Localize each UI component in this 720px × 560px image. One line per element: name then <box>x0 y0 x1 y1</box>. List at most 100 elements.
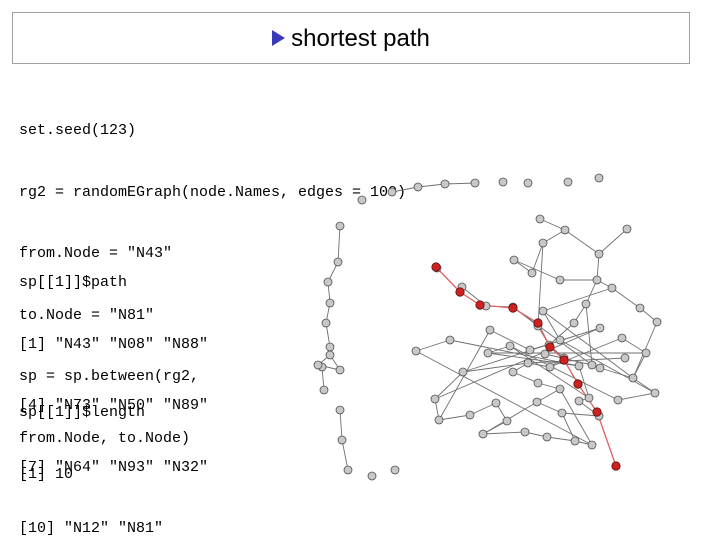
graph-edge <box>546 436 576 442</box>
graph-node <box>620 353 630 363</box>
graph-node <box>650 388 660 398</box>
graph-node <box>505 341 515 351</box>
graph-edge <box>561 412 600 417</box>
code-line: sp[[1]]$path <box>19 274 128 291</box>
graph-node <box>523 358 533 368</box>
graph-node <box>538 238 548 248</box>
graph-edge <box>512 306 593 366</box>
graph-node <box>470 178 480 188</box>
graph-edge <box>434 371 464 400</box>
graph-node <box>445 335 455 345</box>
graph-node <box>569 318 579 328</box>
graph-node <box>325 298 335 308</box>
code-block-path-output: sp[[1]]$path [1] "N43" "N08" "N88" [4] "… <box>19 232 208 560</box>
graph-edge <box>542 287 613 312</box>
graph-node <box>335 221 345 231</box>
graph-node <box>434 415 444 425</box>
graph-edge <box>482 431 526 435</box>
graph-node <box>483 348 493 358</box>
graph-nodes <box>313 173 662 481</box>
code-line: [1] "N43" "N08" "N88" <box>19 335 209 353</box>
path-node <box>431 262 441 272</box>
graph-node <box>587 360 597 370</box>
graph-node <box>557 408 567 418</box>
graph-edge <box>462 362 529 373</box>
graph-edge <box>599 367 634 379</box>
graph-node <box>485 325 495 335</box>
graph-node <box>520 427 530 437</box>
graph-node <box>413 182 423 192</box>
graph-node <box>555 335 565 345</box>
graph-node <box>592 275 602 285</box>
triangle-bullet-icon <box>272 29 286 46</box>
graph-edge <box>438 414 471 421</box>
graph-node <box>523 178 533 188</box>
graph-edge <box>617 392 656 401</box>
graph-node <box>607 283 617 293</box>
graph-node <box>440 179 450 189</box>
graph-node <box>321 318 331 328</box>
code-line: from.Node = "N43" <box>19 245 173 262</box>
graph-node <box>337 435 347 445</box>
graph-node <box>574 361 584 371</box>
graph-edge <box>469 402 497 416</box>
graph-node <box>319 385 329 395</box>
graph-edge <box>531 242 544 274</box>
code-line: sp[[1]]$length <box>19 404 146 421</box>
graph-edge <box>337 225 341 263</box>
network-graph <box>313 173 662 481</box>
graph-edge <box>542 310 634 379</box>
graph-edge <box>559 388 593 446</box>
graph-node <box>527 268 537 278</box>
graph-node <box>594 249 604 259</box>
graph-node <box>325 350 335 360</box>
path-node <box>508 303 518 313</box>
graph-node <box>613 395 623 405</box>
path-edge <box>596 411 617 467</box>
graph-edge <box>339 409 343 441</box>
slide-title: shortest path <box>291 25 430 52</box>
graph-node <box>595 363 605 373</box>
graph-node <box>622 224 632 234</box>
graph-node <box>335 365 345 375</box>
graph-node <box>635 303 645 313</box>
path-edge <box>563 359 579 385</box>
graph-node <box>367 471 377 481</box>
graph-node <box>509 255 519 265</box>
graph-node <box>325 342 335 352</box>
graph-edge <box>513 259 561 281</box>
graph-node <box>533 378 543 388</box>
graph-edge <box>527 357 626 364</box>
graph-node <box>333 257 343 267</box>
graph-edge <box>621 337 647 354</box>
code-block-length-output: sp[[1]]$length [1] 10 <box>19 362 145 506</box>
graph-edge <box>415 339 451 352</box>
graph-edge <box>559 339 656 394</box>
graph-edge <box>415 350 593 446</box>
graph-node <box>581 299 591 309</box>
graph-edge <box>444 182 476 185</box>
graph-edge <box>561 412 576 442</box>
path-edge <box>512 307 539 324</box>
graph-edge <box>585 303 593 366</box>
graph-node <box>465 410 475 420</box>
graph-node <box>502 416 512 426</box>
graph-edge <box>417 183 446 188</box>
graph-node <box>594 173 604 183</box>
code-line: rg2 = randomEGraph(node.Names, edges = 1… <box>19 183 407 201</box>
graph-node <box>628 373 638 383</box>
slide-title-container: shortest path <box>13 25 689 53</box>
graph-edge <box>548 322 575 346</box>
graph-edge <box>536 388 561 403</box>
graph-node <box>313 360 323 370</box>
graph-edge <box>434 327 601 400</box>
graph-node <box>411 346 421 356</box>
code-line: from.Node, to.Node) <box>19 429 191 447</box>
graph-edge <box>598 228 628 255</box>
code-line: set.seed(123) <box>19 122 137 139</box>
path-node <box>611 461 621 471</box>
graph-edge <box>341 439 349 471</box>
path-node <box>533 318 543 328</box>
graph-node <box>540 349 550 359</box>
graph-edge <box>578 365 590 399</box>
